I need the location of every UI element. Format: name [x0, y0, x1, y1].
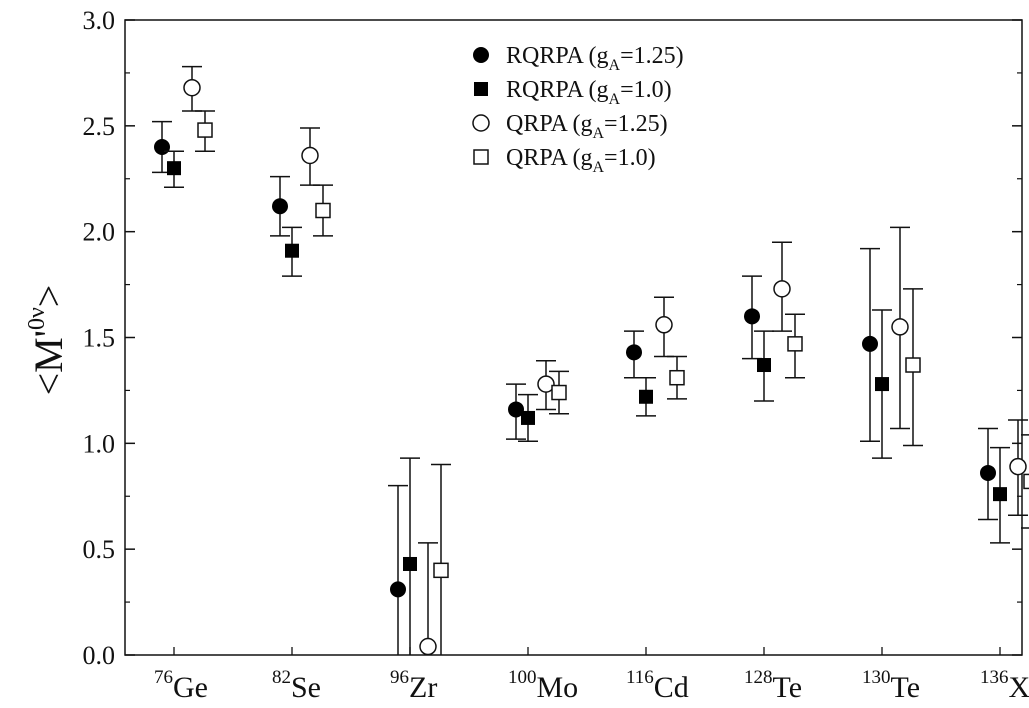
isotope-mass: 136	[980, 667, 1009, 688]
data-point	[183, 78, 201, 97]
x-tick-label: 100Mo	[508, 667, 578, 704]
isotope-mass: 128	[744, 667, 773, 688]
legend-label: QRPA (gA=1.25)	[506, 111, 668, 142]
y-tick-label: 0.0	[83, 641, 116, 670]
x-tick-label: 82Se	[272, 667, 321, 704]
legend-marker	[472, 114, 490, 132]
y-axis: 0.0 0.5 1.0 1.5 2.0 2.5 3.0	[83, 6, 1022, 670]
data-point	[669, 369, 685, 386]
isotope-element: Te	[891, 671, 921, 704]
data-point	[993, 487, 1007, 502]
isotope-mass: 100	[508, 667, 537, 688]
data-marks	[152, 65, 1029, 656]
data-point	[1009, 457, 1027, 476]
isotope-element: Te	[773, 671, 803, 704]
x-tick-label: 96Zr	[390, 667, 437, 704]
data-point	[301, 146, 319, 165]
data-point	[787, 336, 803, 352]
data-point	[272, 198, 288, 215]
legend: RQRPA (gA=1.25)RQRPA (gA=1.0)QRPA (gA=1.…	[472, 43, 684, 176]
series-4	[195, 110, 1029, 655]
data-point	[390, 581, 406, 598]
data-point	[508, 401, 524, 418]
data-point	[875, 377, 889, 392]
data-point	[626, 344, 642, 361]
data-point	[744, 308, 760, 325]
isotope-mass: 96	[390, 667, 409, 688]
isotope-element: Xe	[1009, 671, 1029, 704]
data-point	[891, 318, 909, 336]
isotope-mass: 116	[626, 667, 654, 688]
data-point	[862, 335, 878, 352]
data-point	[197, 122, 213, 138]
data-point	[537, 375, 555, 393]
isotope-element: Ge	[173, 671, 208, 704]
y-tick-label: 2.0	[83, 218, 116, 247]
isotope-mass: 82	[272, 667, 291, 688]
isotope-mass: 130	[862, 667, 891, 688]
data-point	[551, 384, 567, 401]
isotope-mass: 76	[154, 667, 173, 688]
data-point	[403, 556, 417, 571]
legend-label: RQRPA (gA=1.25)	[506, 43, 684, 74]
legend-marker	[474, 82, 488, 96]
legend-marker	[473, 47, 489, 63]
isotope-element: Mo	[537, 671, 579, 704]
x-tick-label: 128Te	[744, 667, 802, 704]
data-point	[285, 243, 299, 258]
legend-label: RQRPA (gA=1.0)	[506, 77, 672, 108]
isotope-element: Se	[291, 671, 321, 704]
data-point	[905, 357, 921, 373]
data-point	[521, 410, 535, 425]
series-1	[152, 120, 998, 655]
data-point	[154, 139, 170, 155]
data-point	[757, 358, 771, 373]
isotope-element: Zr	[409, 671, 437, 704]
data-point	[419, 637, 437, 656]
y-axis-label: <M'0ν>	[24, 285, 71, 396]
data-point	[315, 202, 331, 219]
legend-marker	[473, 149, 489, 165]
y-tick-label: 3.0	[83, 6, 116, 35]
x-tick-label: 116Cd	[626, 667, 689, 704]
isotope-element: Cd	[654, 671, 689, 704]
data-point	[167, 161, 181, 176]
legend-label: QRPA (gA=1.0)	[506, 145, 656, 176]
data-point	[639, 389, 653, 404]
data-point	[1023, 473, 1029, 490]
series-2	[164, 150, 1010, 655]
y-tick-label: 1.5	[83, 324, 116, 353]
x-tick-label: 136Xe	[980, 667, 1029, 704]
data-point	[433, 562, 449, 579]
x-axis: 76Ge82Se96Zr100Mo116Cd128Te130Te136Xe	[154, 647, 1029, 704]
x-tick-label: 76Ge	[154, 667, 208, 704]
data-point	[655, 316, 673, 334]
y-tick-label: 0.5	[83, 535, 116, 564]
x-tick-label: 130Te	[862, 667, 920, 704]
data-point	[980, 464, 996, 481]
y-tick-label: 1.0	[83, 429, 116, 458]
data-point	[773, 280, 791, 298]
series-3	[182, 65, 1028, 656]
y-tick-label: 2.5	[83, 112, 116, 141]
